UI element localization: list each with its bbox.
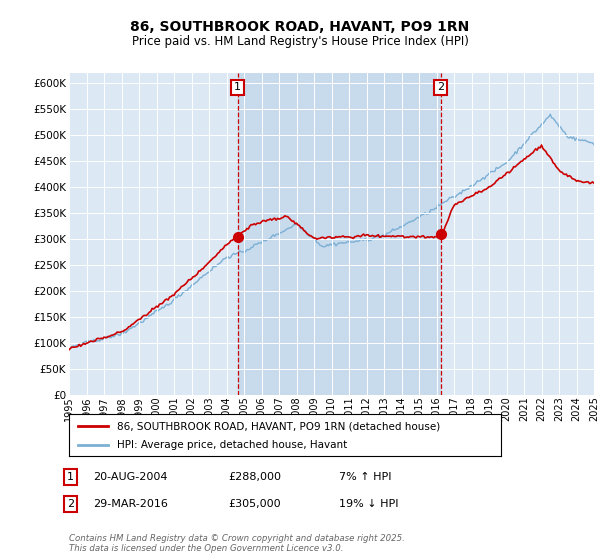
Text: 2: 2 <box>437 82 444 92</box>
Text: Contains HM Land Registry data © Crown copyright and database right 2025.
This d: Contains HM Land Registry data © Crown c… <box>69 534 405 553</box>
Text: 29-MAR-2016: 29-MAR-2016 <box>93 499 168 509</box>
Text: £288,000: £288,000 <box>228 472 281 482</box>
Text: Price paid vs. HM Land Registry's House Price Index (HPI): Price paid vs. HM Land Registry's House … <box>131 35 469 48</box>
Text: 7% ↑ HPI: 7% ↑ HPI <box>339 472 391 482</box>
Text: 1: 1 <box>67 472 74 482</box>
Text: HPI: Average price, detached house, Havant: HPI: Average price, detached house, Hava… <box>116 440 347 450</box>
Text: 19% ↓ HPI: 19% ↓ HPI <box>339 499 398 509</box>
Text: 86, SOUTHBROOK ROAD, HAVANT, PO9 1RN: 86, SOUTHBROOK ROAD, HAVANT, PO9 1RN <box>130 20 470 34</box>
Bar <box>238 73 440 395</box>
Text: 1: 1 <box>234 82 241 92</box>
Text: 2: 2 <box>67 499 74 509</box>
Text: £305,000: £305,000 <box>228 499 281 509</box>
Text: 20-AUG-2004: 20-AUG-2004 <box>93 472 167 482</box>
Text: 86, SOUTHBROOK ROAD, HAVANT, PO9 1RN (detached house): 86, SOUTHBROOK ROAD, HAVANT, PO9 1RN (de… <box>116 421 440 431</box>
